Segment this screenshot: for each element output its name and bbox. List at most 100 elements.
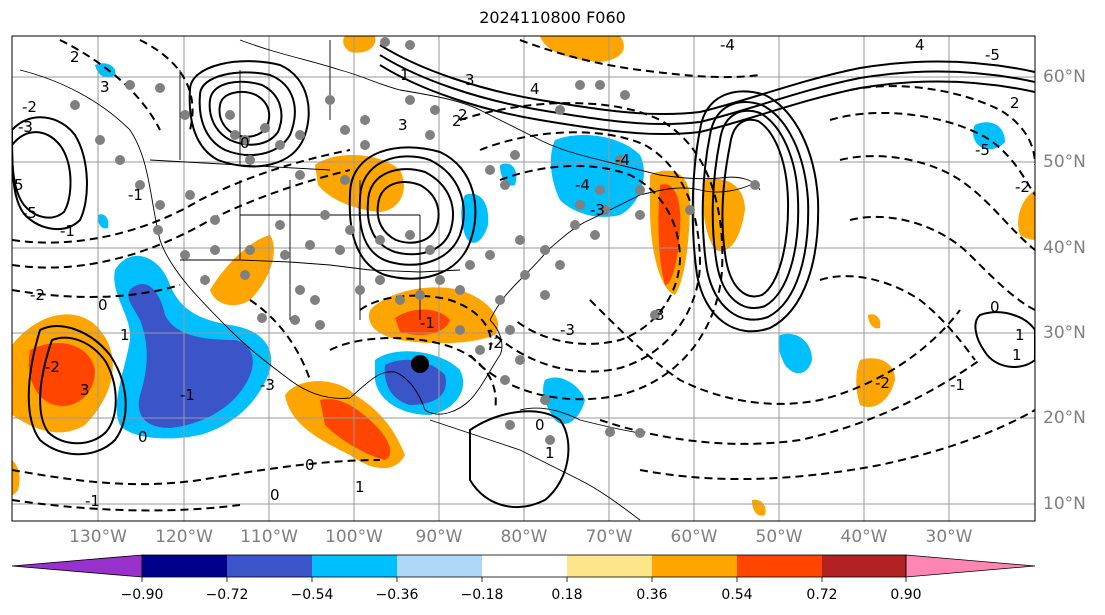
colorbar-segment [227,555,312,577]
contour-label: -1 [60,222,75,240]
cold-anomaly-mexico-core [128,284,253,428]
warm-anomaly-east-atlantic [856,358,895,408]
warm-anomaly-north-small [343,36,376,53]
contour-label: 4 [530,80,540,98]
colorbar-tick-label: −0.36 [375,587,419,603]
contour-label: -4 [615,151,630,169]
warm-anomaly-great-lakes [315,154,404,212]
longitude-label: 110°W [240,527,298,547]
contour-label: -1 [180,386,195,404]
contour-label: -2 [45,358,60,376]
warm-anomaly-south-edge [12,460,20,495]
colorbar-tick-label: 0.72 [806,587,838,603]
contour-label: -1 [950,376,965,394]
longitude-label: 50°W [755,527,803,547]
colorbar-segment [312,555,397,577]
colorbar-tick-label: 0.36 [636,587,668,603]
storm-center-marker [411,355,429,373]
contour-label: 2 [1010,94,1020,112]
longitude-label: 40°W [840,527,888,547]
station-dots [70,37,760,445]
contour-label: 3 [655,306,665,324]
contour-label: 1 [1015,326,1025,344]
contour-label: 1 [355,478,365,496]
colorbar-tick-label: 0.18 [551,587,583,603]
contour-label: -3 [590,201,605,219]
contour-label: -5 [975,141,990,159]
contour-label: 1 [1012,346,1022,364]
latitude-label: 10°N [1043,494,1086,514]
contour-label: 0 [240,134,250,152]
contour-label: 3 [465,71,475,89]
cold-anomaly-northeast [973,122,1005,150]
longitude-label: 60°W [670,527,718,547]
longitude-label: 90°W [415,527,463,547]
colorbar-tick-label: −0.72 [205,587,249,603]
contour-label: -1 [128,186,143,204]
colorbar-segment [482,555,567,577]
longitude-label: 30°W [925,527,973,547]
contour-label: -5 [22,204,37,222]
colorbar-tick-label: 0.54 [721,587,753,603]
contour-label: 1 [545,444,555,462]
contour-label: 3 [80,381,90,399]
contour-label: 4 [915,36,925,54]
warm-anomaly-small-east [868,314,881,329]
contour-label: -2 [488,334,503,352]
contour-label: -1 [420,314,435,332]
contour-label: -2 [1015,178,1030,196]
latitude-label: 40°N [1043,238,1086,258]
contour-label: -2 [22,98,37,116]
colorbar-tick-label: −0.18 [460,587,504,603]
warm-anomaly-atlantic-core [658,184,681,285]
cold-anomaly-gulf-low-core [384,359,446,405]
warm-anomaly-rockies [210,235,274,306]
colorbar [11,554,1036,582]
contour-label: 2 [70,48,80,66]
colorbar-segment [737,555,822,577]
contour-label: -3 [560,321,575,339]
longitude-label: 120°W [155,527,213,547]
contour-label: 0 [138,428,148,446]
latitude-label: 50°N [1043,152,1086,172]
colorbar-tick-label: −0.54 [290,587,334,603]
contour-label: 3 [100,78,110,96]
contour-label: -3 [260,376,275,394]
colorbar-segment [397,555,482,577]
figure-title: 2024110800 F060 [479,8,626,27]
contour-label: -2 [30,286,45,304]
solid-contours [12,44,1035,509]
contour-label: -2 [875,374,890,392]
contour-label: 2 [452,112,462,130]
latitude-label: 30°N [1043,323,1086,343]
warm-anomaly-southeast-us-core [395,309,450,335]
longitude-label: 80°W [500,527,548,547]
colorbar-extend-left [11,554,143,578]
warm-anomaly-gulf-core [320,399,391,460]
longitude-label: 70°W [585,527,633,547]
colorbar-segment [652,555,737,577]
cold-anomaly-caribbean [543,377,585,424]
latitude-label: 60°N [1043,67,1086,87]
contour-label: 0 [990,298,1000,316]
colorbar-extend-right [905,554,1036,578]
contour-label: 1 [400,66,410,84]
contour-label: -3 [18,118,33,136]
contour-label: 2 [458,106,468,124]
colorbar-segment [567,555,652,577]
colorbar-tick-label: 0.90 [890,587,922,603]
colorbar-segment [142,555,227,577]
contour-label: 0 [305,456,315,474]
cold-anomaly-small-nw [95,63,116,78]
longitude-label: 130°W [69,527,127,547]
latitude-label: 20°N [1043,408,1086,428]
dashed-contours [12,39,1035,512]
cold-anomaly-east-atlantic [778,333,812,374]
warm-anomaly-north-atlantic [540,36,624,62]
contour-label: -1 [85,492,100,510]
contour-label: 3 [398,116,408,134]
longitude-label: 100°W [325,527,383,547]
contour-label: 0 [98,296,108,314]
contour-label: 0 [270,486,280,504]
